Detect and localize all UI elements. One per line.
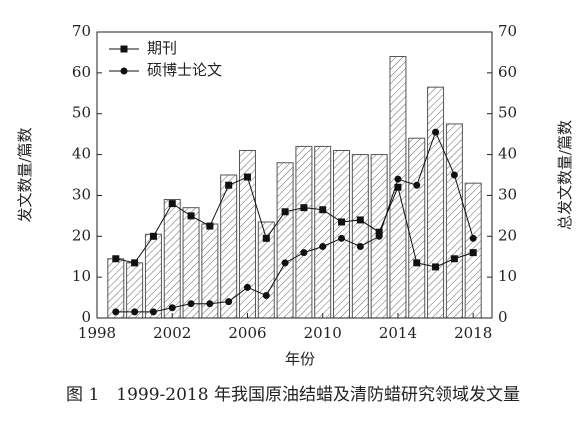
y2-tick-label: 10: [498, 267, 517, 285]
marker: [131, 308, 139, 316]
x-tick-label: 2018: [454, 324, 492, 342]
marker: [450, 255, 458, 263]
y-tick-label: 40: [72, 145, 91, 163]
marker: [319, 243, 327, 250]
bar: [333, 149, 351, 319]
legend-label: 硕博士论文: [147, 61, 222, 79]
bar: [427, 86, 445, 319]
marker: [187, 300, 195, 308]
marker: [112, 308, 120, 316]
y-tick-label: 60: [72, 63, 91, 81]
marker: [225, 298, 233, 306]
legend-marker: [120, 45, 128, 53]
marker: [225, 181, 233, 189]
marker: [206, 222, 214, 230]
y2-tick-label: 30: [498, 185, 517, 203]
legend-marker: [120, 67, 128, 75]
x-tick-label: 2002: [153, 324, 191, 342]
plot-frame: [96, 31, 493, 319]
marker: [281, 208, 289, 216]
marker: [432, 128, 440, 136]
marker: [300, 249, 308, 257]
y-tick-label: 50: [72, 104, 91, 122]
marker: [149, 308, 157, 316]
marker: [112, 255, 120, 263]
y2-tick-label: 20: [498, 226, 517, 244]
marker: [206, 300, 214, 308]
marker: [149, 232, 157, 240]
bar: [408, 137, 426, 319]
marker: [338, 234, 346, 242]
bar: [276, 162, 294, 319]
caption: 图 1 1999-2018 年我国原油结蜡及清防蜡研究领域发文量: [66, 385, 520, 405]
y2-tick-label: 0: [498, 308, 508, 326]
x-tick-label: 1998: [78, 324, 116, 342]
marker: [469, 234, 477, 242]
marker: [168, 304, 176, 312]
bar: [314, 145, 332, 319]
marker: [356, 216, 364, 224]
marker: [450, 171, 458, 179]
y-axis-label: 发文数量/篇数: [16, 127, 34, 222]
marker: [338, 218, 346, 226]
marker: [187, 212, 195, 220]
marker: [319, 206, 327, 214]
marker: [356, 243, 364, 250]
marker: [262, 234, 270, 242]
bar: [445, 123, 463, 319]
bar: [295, 145, 313, 319]
legend-label: 期刊: [147, 39, 177, 57]
marker: [432, 263, 440, 271]
marker: [394, 183, 402, 191]
y-tick-label: 10: [72, 267, 91, 285]
marker: [300, 204, 308, 212]
y2-tick-label: 50: [498, 104, 517, 122]
x-axis-label: 年份: [285, 350, 315, 368]
marker: [375, 228, 383, 236]
y-tick-label: 30: [72, 185, 91, 203]
marker: [375, 232, 383, 240]
y-tick-label: 70: [72, 22, 91, 40]
y2-tick-label: 60: [498, 63, 517, 81]
marker: [394, 175, 402, 183]
marker: [413, 259, 421, 267]
y2-tick-label: 70: [498, 22, 517, 40]
y2-tick-label: 40: [498, 145, 517, 163]
x-tick-label: 2006: [228, 324, 266, 342]
y-tick-label: 20: [72, 226, 91, 244]
marker: [469, 249, 477, 257]
marker: [262, 292, 270, 300]
y-tick-label: 0: [81, 308, 91, 326]
bar: [144, 233, 162, 319]
x-tick-label: 2010: [304, 324, 342, 342]
bar: [351, 154, 369, 319]
marker: [131, 259, 139, 267]
bar: [163, 199, 181, 319]
marker: [243, 173, 251, 181]
marker: [168, 200, 176, 208]
chart: 年份 发文数量/篇数 总发文数量/篇数 0 10 20 30 40 50 60 70 0 10 20…: [16, 22, 574, 368]
x-tick-label: 2014: [379, 324, 417, 342]
marker: [281, 259, 289, 267]
marker: [243, 283, 251, 291]
marker: [413, 181, 421, 189]
y2-axis-label: 总发文数量/篇数: [556, 120, 574, 230]
